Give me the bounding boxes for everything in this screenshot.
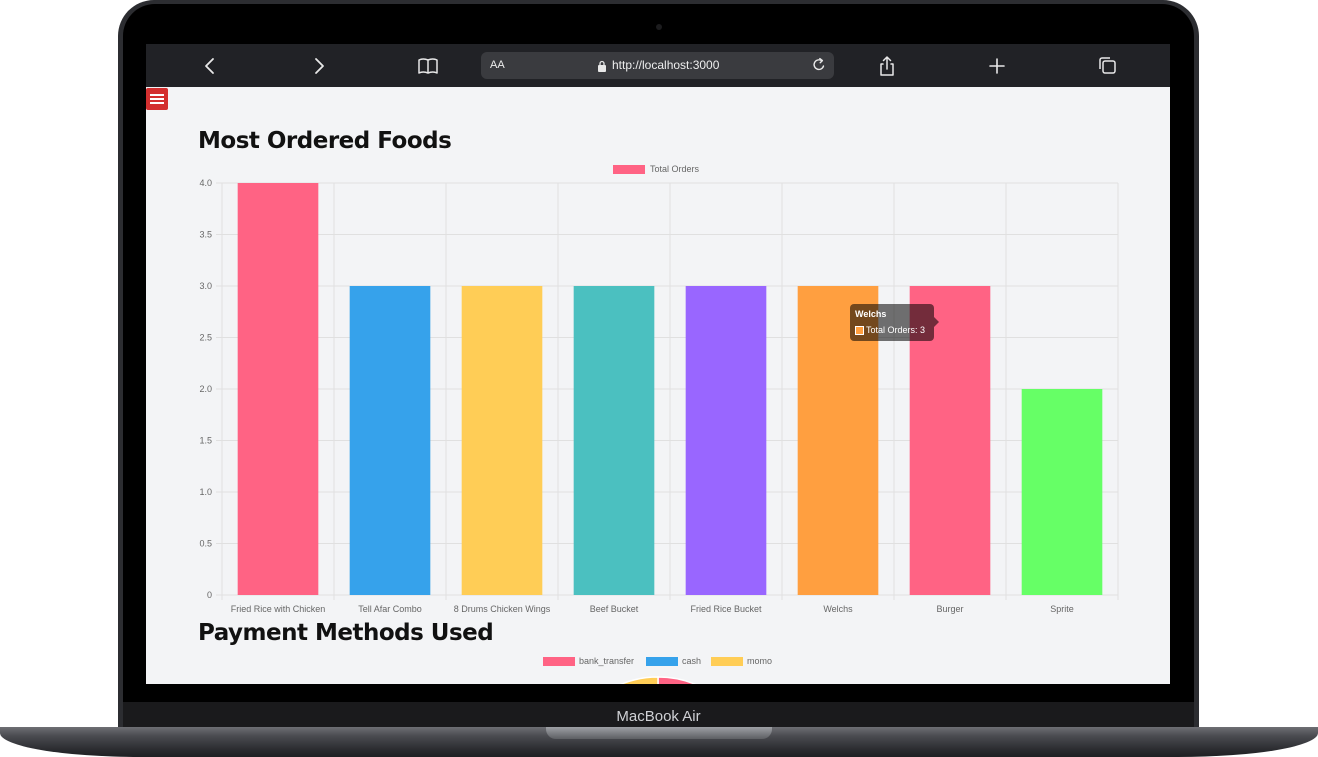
address-bar[interactable]: AA http://localhost:3000 xyxy=(481,52,834,79)
y-tick-label: 3.5 xyxy=(199,230,212,240)
text-size-button[interactable]: AA xyxy=(490,59,505,71)
share-icon[interactable] xyxy=(876,55,898,77)
book-icon[interactable] xyxy=(417,55,439,77)
laptop-notch xyxy=(546,727,772,739)
pie-slice-bank-transfer[interactable] xyxy=(657,676,743,684)
bar[interactable] xyxy=(573,286,655,595)
legend-label-total-orders[interactable]: Total Orders xyxy=(650,164,700,174)
hamburger-icon[interactable] xyxy=(146,88,168,110)
legend-swatch-bank-transfer[interactable] xyxy=(543,657,575,666)
bar[interactable] xyxy=(1021,389,1103,595)
x-tick-label: Fried Rice Bucket xyxy=(690,604,762,614)
payment-pie-chart xyxy=(573,676,743,684)
y-tick-label: 2.5 xyxy=(199,333,212,343)
y-tick-label: 1.5 xyxy=(199,436,212,446)
orders-bar-chart: 0 0.5 1.0 1.5 2.0 2.5 3.0 3.5 4.0 Fried Rice with… xyxy=(199,178,1119,614)
chart-tooltip: Welchs Total Orders: 3 xyxy=(850,304,939,341)
y-tick-label: 2.0 xyxy=(199,384,212,394)
add-tab-icon[interactable] xyxy=(986,55,1008,77)
forward-icon[interactable] xyxy=(308,55,330,77)
y-tick-label: 0.5 xyxy=(199,539,212,549)
y-tick-label: 0 xyxy=(207,590,212,600)
bar[interactable] xyxy=(237,183,319,595)
tooltip-swatch xyxy=(855,326,864,335)
x-tick-label: 8 Drums Chicken Wings xyxy=(454,604,551,614)
laptop-chin: MacBook Air xyxy=(123,702,1194,730)
pie-slice-momo[interactable] xyxy=(573,676,659,684)
y-tick-label: 3.0 xyxy=(199,281,212,291)
x-tick-label: Tell Afar Combo xyxy=(358,604,422,614)
legend-swatch-total-orders[interactable] xyxy=(613,165,645,174)
y-tick-label: 1.0 xyxy=(199,487,212,497)
browser-toolbar: AA http://localhost:3000 xyxy=(146,44,1170,87)
legend-swatch-momo[interactable] xyxy=(711,657,743,666)
bar[interactable] xyxy=(461,286,543,595)
legend-swatch-cash[interactable] xyxy=(646,657,678,666)
device-label: MacBook Air xyxy=(616,708,701,725)
y-tick-label: 4.0 xyxy=(199,178,212,188)
x-tick-label: Burger xyxy=(936,604,963,614)
x-tick-label: Fried Rice with Chicken xyxy=(231,604,326,614)
bar[interactable] xyxy=(349,286,431,595)
legend-label-momo[interactable]: momo xyxy=(747,656,773,666)
camera-icon xyxy=(656,24,662,30)
url-text: http://localhost:3000 xyxy=(612,58,720,72)
page-title: Most Ordered Foods xyxy=(198,128,452,154)
lock-icon xyxy=(597,59,607,72)
x-tick-label: Sprite xyxy=(1050,604,1074,614)
payment-section-title: Payment Methods Used xyxy=(198,620,494,646)
browser-window: AA http://localhost:3000 Most Ordered Fo… xyxy=(146,44,1170,684)
reload-icon[interactable] xyxy=(811,57,827,73)
tabs-icon[interactable] xyxy=(1096,55,1118,77)
tooltip-body: Total Orders: 3 xyxy=(866,325,926,335)
tooltip-caret xyxy=(934,317,939,327)
legend-label-cash[interactable]: cash xyxy=(682,656,702,666)
bar[interactable] xyxy=(685,286,767,595)
x-tick-label: Beef Bucket xyxy=(590,604,639,614)
legend-label-bank-transfer[interactable]: bank_transfer xyxy=(579,656,635,666)
x-tick-label: Welchs xyxy=(823,604,853,614)
back-icon[interactable] xyxy=(199,55,221,77)
tooltip-title: Welchs xyxy=(855,309,887,319)
